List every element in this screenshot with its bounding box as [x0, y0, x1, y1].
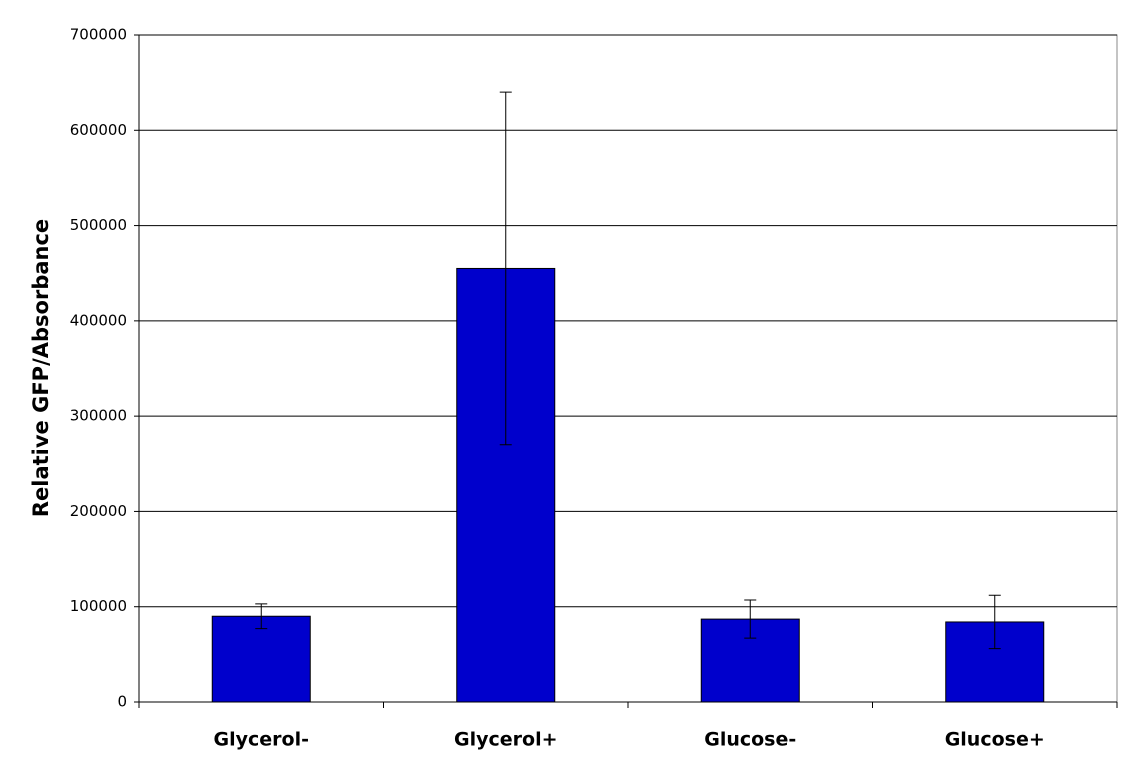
y-axis-label: Relative GFP/Absorbance [29, 219, 53, 517]
y-tick-label: 200000 [70, 502, 127, 520]
bar [211, 615, 311, 703]
x-tick-label: Glycerol- [214, 729, 309, 751]
x-tick-label: Glycerol+ [454, 729, 558, 751]
y-tick-label: 300000 [70, 407, 127, 425]
x-tick-label: Glucose+ [945, 729, 1045, 751]
x-tick-label: Glucose- [704, 729, 796, 751]
y-tick-label: 700000 [70, 26, 127, 44]
plot-area [138, 34, 1118, 703]
error-bar [988, 594, 1001, 650]
error-bar [499, 91, 512, 446]
y-tick-label: 500000 [70, 216, 127, 234]
y-tick-label: 0 [117, 693, 127, 711]
error-bar [255, 603, 268, 630]
y-tick-label: 400000 [70, 311, 127, 329]
y-tick-label: 600000 [70, 121, 127, 139]
y-tick-label: 100000 [70, 597, 127, 615]
error-bar [744, 599, 757, 639]
